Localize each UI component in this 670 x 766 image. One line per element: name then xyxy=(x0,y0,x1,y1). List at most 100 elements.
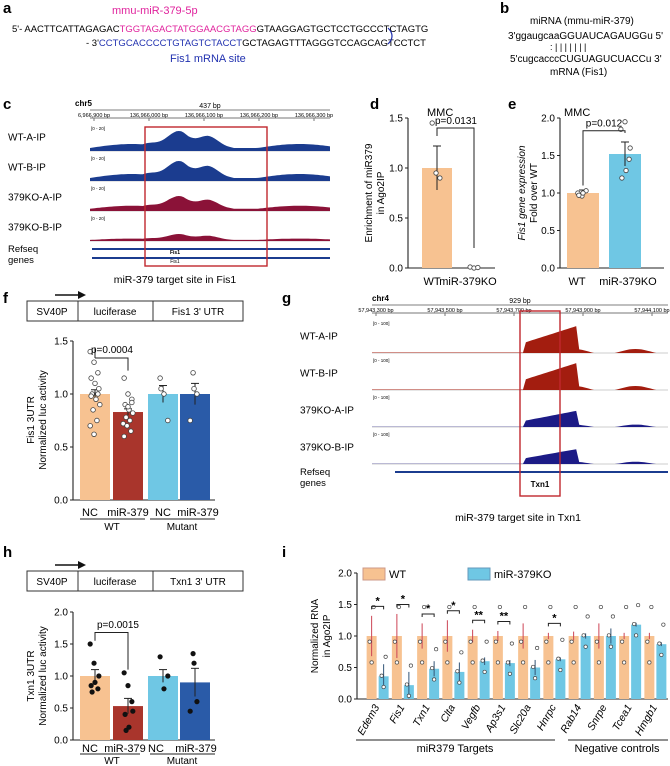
data-point xyxy=(495,660,500,665)
data-point xyxy=(432,677,437,682)
data-point xyxy=(544,639,549,644)
track-label: 379KO-A-IP xyxy=(300,405,354,416)
x-category-label: Tcea1 xyxy=(610,703,635,733)
data-point xyxy=(130,708,136,714)
panel-label-e: e xyxy=(508,96,516,113)
y-axis-label: Normalized luc activity xyxy=(38,370,49,469)
data-point xyxy=(634,633,639,638)
browser-caption: miR-379 target site in Txn1 xyxy=(455,512,581,524)
y-tick-label: 0.5 xyxy=(338,663,352,674)
data-point xyxy=(165,673,171,679)
track-label: 379KO-B-IP xyxy=(8,223,62,234)
data-point xyxy=(121,433,127,440)
track-range: [0 - 100] xyxy=(373,395,390,400)
data-point xyxy=(583,644,588,649)
data-point xyxy=(596,660,601,665)
data-point xyxy=(594,639,599,644)
data-point xyxy=(622,660,627,665)
data-point xyxy=(437,175,443,181)
data-point xyxy=(573,604,578,610)
data-point xyxy=(626,156,632,162)
seq-bottom-end: - 3' xyxy=(86,38,99,49)
data-point xyxy=(571,660,576,665)
data-point xyxy=(396,604,401,610)
mirna-label: mmu-miR-379-5p xyxy=(112,5,198,17)
bar-wt xyxy=(518,636,529,699)
data-point xyxy=(124,423,130,429)
coord-label: 57,943,500 bp xyxy=(427,308,462,314)
y-tick-label: 2.0 xyxy=(541,114,555,125)
data-point xyxy=(507,671,512,676)
data-point xyxy=(165,417,171,424)
seq-top-mirna: TGGTAGACTATGGAACGTAGG xyxy=(120,24,257,35)
sig-bracket xyxy=(94,347,129,371)
data-point xyxy=(95,370,101,376)
data-point xyxy=(161,686,167,692)
data-point xyxy=(379,673,384,678)
chart-d: MMC 0.0 0.5 1.0 1.5 Enrichment of miR379 in Ag… xyxy=(364,107,497,288)
chart-e: MMC 0.0 0.5 1.0 1.5 2.0 Fis1 gene expression Fo… xyxy=(517,107,664,288)
coord-label: 57,943,900 bp xyxy=(565,308,600,314)
data-point xyxy=(619,175,625,181)
bar-ko xyxy=(631,624,642,699)
coverage-track xyxy=(90,234,330,241)
bar xyxy=(180,394,210,500)
data-point xyxy=(659,652,664,657)
y-axis-label: in Ago2IP xyxy=(322,614,333,657)
bar-wt xyxy=(467,636,478,699)
data-point xyxy=(92,679,98,686)
coord-label: 57,943,700 bp xyxy=(496,308,531,314)
x-category-label: Snrpe xyxy=(585,702,609,732)
seq-top-suffix: GTAAGGAGTGCTCCTGCCCTCTAGTG xyxy=(257,24,429,35)
data-point xyxy=(122,711,128,718)
data-point xyxy=(187,708,193,714)
data-point xyxy=(420,660,425,665)
refseq-label: genes xyxy=(300,478,326,489)
data-point xyxy=(533,676,538,681)
data-point xyxy=(91,431,97,437)
construct-f: SV40P luciferase Fis1 3' UTR xyxy=(26,291,244,322)
coverage-track xyxy=(90,161,330,181)
data-point xyxy=(96,386,102,392)
x-category-label: Vegfb xyxy=(459,702,483,732)
sig-marker: * xyxy=(451,600,456,612)
data-point xyxy=(505,660,510,665)
b-bottom-label: mRNA (Fis1) xyxy=(550,67,607,78)
x-category-label: Ap3s1 xyxy=(483,703,509,736)
target-site-box xyxy=(144,126,268,267)
coord-label: 136,966,200 bp xyxy=(240,113,278,119)
data-point xyxy=(383,654,388,659)
data-point xyxy=(470,660,475,665)
coord-label: 57,943,300 bp xyxy=(358,308,393,314)
y-tick-label: 1.5 xyxy=(338,600,352,611)
data-point xyxy=(93,396,99,402)
y-tick-label: 1.5 xyxy=(54,337,68,348)
sig-marker: * xyxy=(401,594,406,606)
data-point xyxy=(404,682,409,687)
group-label: miR379 Targets xyxy=(417,743,494,755)
data-point xyxy=(121,670,127,676)
data-point xyxy=(161,391,167,397)
x-category-label: Clta xyxy=(438,702,458,724)
track-label: 379KO-B-IP xyxy=(300,442,354,453)
data-point xyxy=(91,359,97,365)
promoter-label: SV40P xyxy=(36,307,67,318)
sig-bracket xyxy=(94,631,129,670)
data-point xyxy=(484,639,489,644)
y-tick-label: 1.0 xyxy=(338,632,352,643)
data-point xyxy=(125,682,131,689)
refseq-label: Refseq xyxy=(300,467,330,478)
group-label: WT xyxy=(104,756,120,766)
panel-label-b: b xyxy=(500,0,509,17)
coverage-track xyxy=(90,196,330,211)
y-tick-label: 0.0 xyxy=(389,264,403,275)
data-point xyxy=(190,370,196,376)
data-point xyxy=(627,145,633,151)
data-point xyxy=(657,641,662,646)
coord-label: 136,966,000 bp xyxy=(130,113,168,119)
data-point xyxy=(90,407,96,413)
data-point xyxy=(430,666,435,671)
group-label: Mutant xyxy=(167,756,198,766)
y-axis-label: Enrichment of miR379 xyxy=(364,143,375,242)
